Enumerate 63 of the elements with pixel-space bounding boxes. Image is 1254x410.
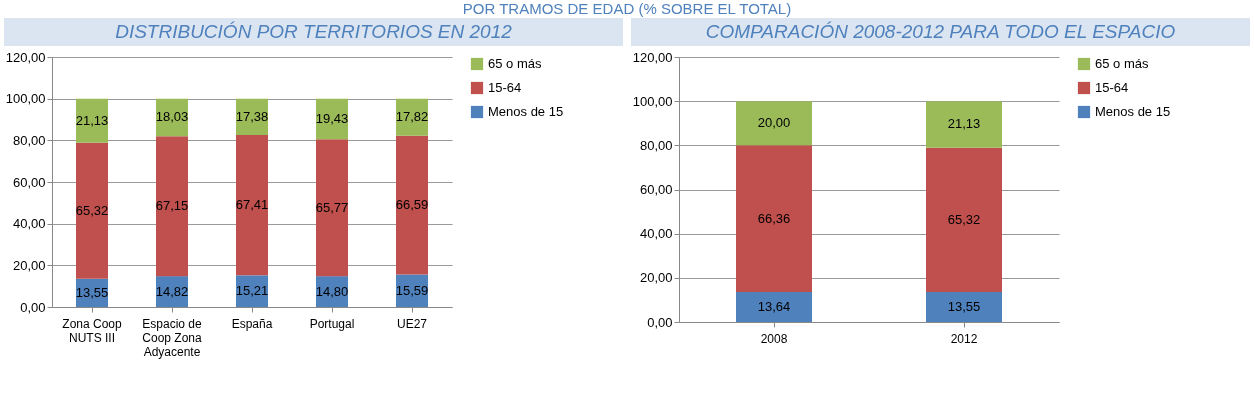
x-tick-label: Espacio de Coop Zona Adyacente bbox=[142, 316, 203, 359]
data-label: 66,36 bbox=[757, 210, 791, 226]
data-label: 13,55 bbox=[75, 284, 109, 300]
data-label: 15,59 bbox=[395, 282, 429, 298]
y-tick-label: 0,00 bbox=[20, 299, 46, 315]
y-tick-label: 20,00 bbox=[12, 257, 46, 273]
bar bbox=[236, 134, 268, 276]
data-label: 19,43 bbox=[315, 110, 349, 126]
y-tick-label: 0,00 bbox=[647, 314, 673, 330]
data-label: 67,15 bbox=[155, 198, 189, 214]
bar bbox=[736, 101, 812, 146]
y-tick-label: 80,00 bbox=[639, 137, 673, 153]
chart-title: COMPARACIÓN 2008-2012 PARA TODO EL ESPACIO bbox=[631, 18, 1250, 46]
data-label: 17,82 bbox=[395, 109, 429, 125]
bar bbox=[76, 98, 108, 143]
legend-label: 15-64 bbox=[1095, 80, 1129, 95]
y-tick-label: 120,00 bbox=[632, 49, 673, 65]
x-tick-label: UE27 bbox=[396, 316, 428, 331]
x-tick-label: España bbox=[231, 316, 273, 331]
x-tick-label: 2008 bbox=[760, 331, 788, 346]
data-label: 67,41 bbox=[235, 197, 269, 213]
legend-label: 65 o más bbox=[488, 56, 542, 71]
data-label: 20,00 bbox=[757, 115, 791, 131]
y-tick-label: 40,00 bbox=[639, 226, 673, 242]
bar bbox=[396, 135, 428, 275]
bar bbox=[926, 292, 1002, 322]
data-label: 65,32 bbox=[947, 211, 981, 227]
data-label: 14,82 bbox=[155, 283, 189, 299]
legend-label: Menos de 15 bbox=[488, 104, 564, 119]
bar bbox=[76, 142, 108, 279]
data-label: 13,64 bbox=[757, 298, 791, 314]
data-label: 66,59 bbox=[395, 197, 429, 213]
y-tick-label: 20,00 bbox=[639, 270, 673, 286]
y-tick-label: 100,00 bbox=[5, 91, 46, 107]
data-label: 15,21 bbox=[235, 283, 269, 299]
bar bbox=[156, 136, 188, 277]
y-tick-label: 60,00 bbox=[639, 182, 673, 197]
legend-label: 65 o más bbox=[1095, 56, 1149, 71]
data-label: 13,55 bbox=[947, 299, 981, 315]
data-label: 65,77 bbox=[315, 199, 349, 215]
bar bbox=[736, 291, 812, 322]
data-label: 14,80 bbox=[315, 283, 349, 299]
y-tick-label: 60,00 bbox=[12, 174, 46, 190]
x-tick-label: 2012 bbox=[950, 331, 978, 346]
legend-label: Menos de 15 bbox=[1095, 104, 1171, 119]
bar bbox=[926, 147, 1002, 293]
text: POR TRAMOS DE EDAD (% SOBRE EL TOTAL) bbox=[461, 0, 793, 18]
data-label: 21,13 bbox=[947, 116, 981, 132]
y-tick-label: 100,00 bbox=[632, 93, 673, 109]
bar bbox=[926, 101, 1002, 148]
chart-title: DISTRIBUCIÓN POR TERRITORIOS EN 2012 bbox=[4, 18, 623, 46]
data-label: 17,38 bbox=[235, 108, 269, 124]
bar bbox=[736, 145, 812, 292]
y-tick-label: 80,00 bbox=[12, 132, 46, 148]
x-tick-label: Portugal bbox=[309, 316, 355, 331]
y-tick-label: 120,00 bbox=[5, 49, 46, 65]
legend-label: 15-64 bbox=[488, 80, 522, 95]
x-tick-label: Zona Coop NUTS III bbox=[62, 316, 123, 345]
bar bbox=[316, 139, 348, 277]
data-label: 65,32 bbox=[75, 202, 109, 218]
y-tick-label: 40,00 bbox=[12, 216, 46, 232]
data-label: 21,13 bbox=[75, 112, 109, 128]
data-label: 18,03 bbox=[155, 109, 189, 125]
